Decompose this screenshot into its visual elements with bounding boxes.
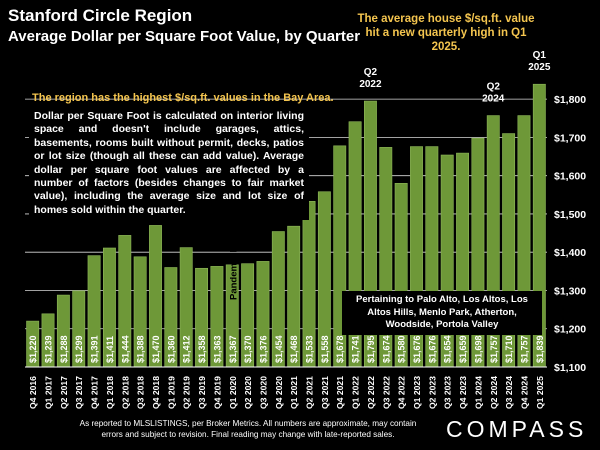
x-tick-label: Q2 2017 <box>59 376 69 409</box>
bar-annotation: Q1 <box>533 50 547 61</box>
bar-value-label: $1,659 <box>458 335 468 363</box>
x-tick-label: Q2 2018 <box>120 376 130 409</box>
bar-annotation: 2022 <box>359 79 382 90</box>
x-tick-label: Q2 2024 <box>489 376 499 409</box>
x-tick-label: Q1 2018 <box>105 376 115 409</box>
bar-value-label: $1,299 <box>74 335 84 363</box>
x-tick-label: Q3 2020 <box>258 376 268 409</box>
definition-textbox: Dollar per Square Foot is calculated on … <box>29 106 309 221</box>
bar-value-label: $1,654 <box>443 335 453 363</box>
x-tick-label: Q3 2018 <box>136 376 146 409</box>
x-tick-label: Q3 2022 <box>381 376 391 409</box>
bar-value-label: $1,376 <box>258 335 268 363</box>
bar-value-label: $1,741 <box>351 335 361 363</box>
x-tick-label: Q2 2020 <box>243 376 253 409</box>
x-tick-label: Q1 2017 <box>44 376 54 409</box>
y-tick-label: $1,800 <box>554 94 586 106</box>
bar-value-label: $1,288 <box>59 335 69 363</box>
bar-value-label: $1,558 <box>320 335 330 363</box>
bar-value-label: $1,370 <box>243 335 253 363</box>
bar-value-label: $1,533 <box>305 335 315 363</box>
bar-value-label: $1,676 <box>412 335 422 363</box>
x-tick-label: Q4 2020 <box>274 376 284 409</box>
bar-value-label: $1,710 <box>504 335 514 363</box>
bar-value-label: $1,360 <box>166 335 176 363</box>
source-footnote: As reported to MLSLISTINGS, per Broker M… <box>79 419 417 439</box>
bar-value-label: $1,220 <box>28 335 38 363</box>
bar-value-label: $1,363 <box>212 335 222 363</box>
y-tick-label: $1,300 <box>554 285 586 297</box>
x-tick-label: Q3 2017 <box>74 376 84 409</box>
bar-value-label: $1,239 <box>44 335 54 363</box>
bar-value-label: $1,388 <box>136 335 146 363</box>
x-tick-label: Q4 2018 <box>151 376 161 409</box>
bar-value-label: $1,470 <box>151 335 161 363</box>
x-tick-label: Q2 2021 <box>305 376 315 409</box>
bar-value-label: $1,757 <box>489 335 499 363</box>
bar-value-label: $1,674 <box>381 335 391 363</box>
y-tick-label: $1,100 <box>554 362 586 374</box>
x-tick-label: Q4 2017 <box>90 376 100 409</box>
bar-annotation: 2024 <box>482 94 505 105</box>
bar-annotation: Q2 <box>364 67 378 78</box>
bar <box>456 152 469 368</box>
x-tick-label: Q3 2021 <box>320 376 330 409</box>
bar-value-label: $1,698 <box>473 335 483 363</box>
x-tick-label: Q1 2019 <box>166 376 176 409</box>
bar-annotation: Q2 <box>487 82 501 93</box>
bar-value-label: $1,444 <box>120 335 130 363</box>
bar-value-label: $1,391 <box>90 335 100 363</box>
bar-value-label: $1,454 <box>274 335 284 363</box>
y-tick-label: $1,700 <box>554 132 586 144</box>
compass-logo: COMPASS <box>446 416 588 442</box>
x-tick-label: Q3 2024 <box>504 376 514 409</box>
page-title: Stanford Circle Region <box>8 6 193 25</box>
bar-value-label: $1,411 <box>105 336 115 363</box>
bar <box>440 154 454 368</box>
bar-value-label: $1,678 <box>335 335 345 363</box>
bar-value-label: $1,757 <box>519 335 529 363</box>
x-tick-label: Q1 2022 <box>351 376 361 409</box>
y-tick-label: $1,500 <box>554 209 586 221</box>
x-tick-label: Q4 2022 <box>397 376 407 409</box>
x-tick-label: Q1 2025 <box>535 376 545 409</box>
bar-annotation: 2025 <box>528 62 551 73</box>
y-tick-label: $1,600 <box>554 171 586 183</box>
x-tick-label: Q1 2024 <box>473 376 483 409</box>
x-tick-label: Q1 2020 <box>228 376 238 409</box>
x-tick-label: Q1 2021 <box>289 376 299 409</box>
x-tick-label: Q1 2023 <box>412 376 422 409</box>
bar-value-label: $1,468 <box>289 335 299 363</box>
bar-value-label: $1,358 <box>197 335 207 363</box>
chart-subtitle: Average Dollar per Square Foot Value, by… <box>8 28 361 45</box>
bar-value-label: $1,795 <box>366 335 376 363</box>
bar-value-label: $1,367 <box>228 335 238 363</box>
record-high-note: The average house $/sq.ft. value hit a n… <box>357 13 535 53</box>
x-tick-label: Q2 2019 <box>182 376 192 409</box>
bar-value-label: $1,412 <box>182 335 192 363</box>
x-tick-label: Q4 2016 <box>28 376 38 409</box>
bar-value-label: $1,676 <box>427 335 437 363</box>
bar-value-label: $1,580 <box>397 335 407 363</box>
x-tick-label: Q2 2022 <box>366 376 376 409</box>
x-tick-label: Q2 2023 <box>427 376 437 409</box>
region-towns-inset: Pertaining to Palo Alto, Los Altos, Los … <box>342 291 542 335</box>
region-highlight-note: The region has the highest $/sq.ft. valu… <box>32 92 334 104</box>
x-tick-label: Q4 2021 <box>335 376 345 409</box>
bar-value-label: $1,839 <box>535 335 545 363</box>
y-tick-label: $1,200 <box>554 324 586 336</box>
x-tick-label: Q4 2023 <box>458 376 468 409</box>
x-tick-label: Q3 2019 <box>197 376 207 409</box>
x-tick-label: Q3 2023 <box>443 376 453 409</box>
x-tick-label: Q4 2024 <box>519 376 529 409</box>
y-tick-label: $1,400 <box>554 247 586 259</box>
x-tick-label: Q4 2019 <box>212 376 222 409</box>
pandemic-annotation: Pandemic hits <box>228 236 239 300</box>
